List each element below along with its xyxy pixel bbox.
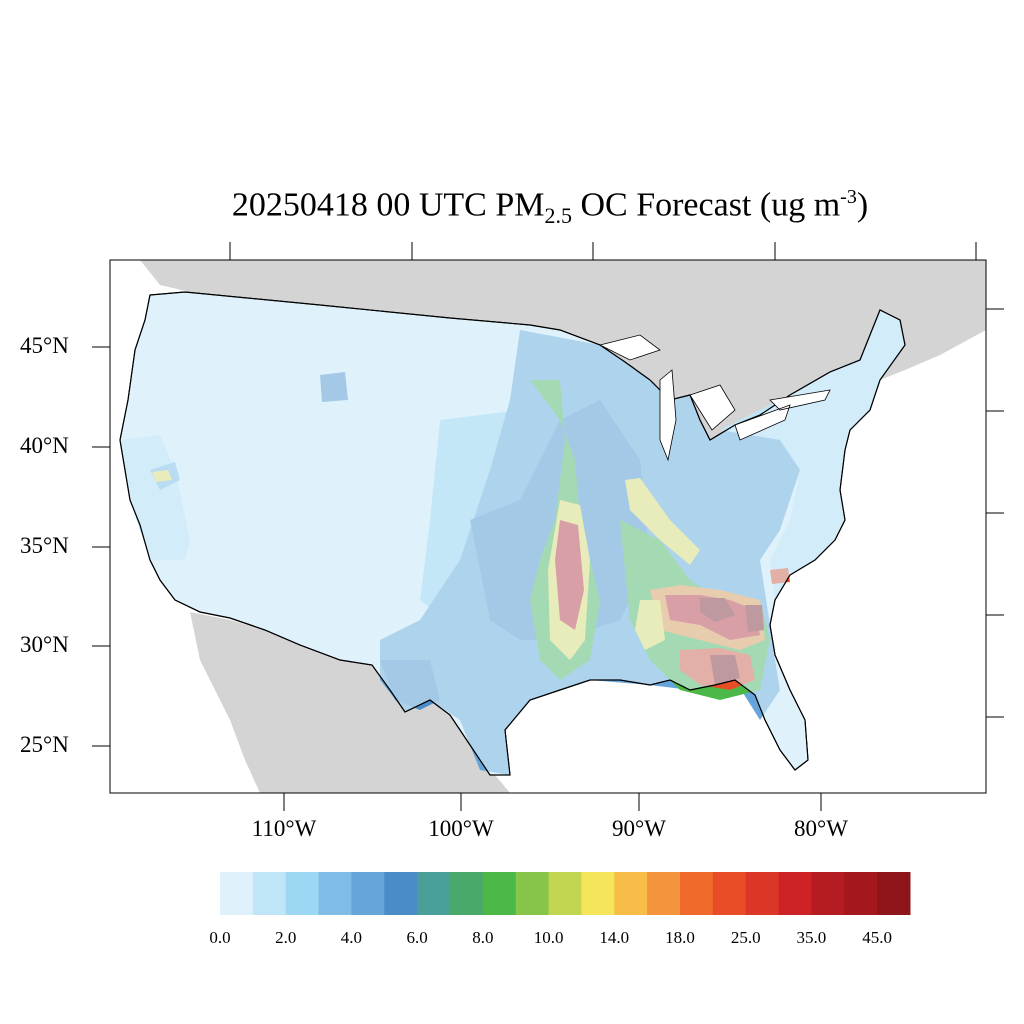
colorbar-swatch <box>285 872 320 915</box>
great-lakes <box>598 334 831 462</box>
colorbar-swatch <box>384 872 418 915</box>
lon-label-80w: 80°W <box>794 816 848 841</box>
colorbar-swatch <box>614 872 648 915</box>
canada-landmass <box>140 260 986 440</box>
colorbar-tick-label: 35.0 <box>796 928 827 947</box>
mexico-landmass <box>190 612 510 793</box>
us-outline <box>119 291 906 776</box>
colorbar-swatch <box>450 872 484 915</box>
colorbar-tick-label: 8.0 <box>472 928 494 947</box>
colorbar-swatch <box>811 872 845 915</box>
colorbar-swatch <box>712 872 747 915</box>
map-frame <box>109 259 987 794</box>
colorbar-swatch <box>778 872 812 915</box>
lat-label-40n: 40°N <box>20 433 69 458</box>
axis-ticks <box>92 242 1004 811</box>
lat-label-45n: 45°N <box>20 333 69 358</box>
colorbar-swatch <box>647 872 681 915</box>
colorbar-swatch <box>220 872 254 915</box>
lat-label-35n: 35°N <box>20 533 69 558</box>
colorbar-tick-label: 25.0 <box>730 928 761 947</box>
map-title: 20250418 00 UTC PM2.5 OC Forecast (ug m-… <box>231 186 869 229</box>
colorbar-tick-label: 18.0 <box>665 928 695 947</box>
colorbar-swatch <box>252 872 287 915</box>
lon-label-90w: 90°W <box>612 816 666 841</box>
colorbar-tick-label: 14.0 <box>599 928 630 947</box>
colorbar-swatch <box>482 872 517 915</box>
lon-label-110w: 110°W <box>251 816 317 841</box>
lat-label-25n: 25°N <box>20 732 69 757</box>
colorbar-tick-label: 0.0 <box>209 928 231 947</box>
colorbar-swatch <box>417 872 451 915</box>
colorbar <box>220 872 911 915</box>
colorbar-swatch <box>581 872 615 915</box>
lon-label-100w: 100°W <box>428 816 494 841</box>
lat-label-30n: 30°N <box>20 632 69 657</box>
colorbar-tick-label: 10.0 <box>533 928 564 947</box>
colorbar-swatch <box>745 872 780 915</box>
colorbar-tick-label: 2.0 <box>275 928 297 947</box>
colorbar-swatch <box>318 872 352 915</box>
colorbar-swatch <box>351 872 385 915</box>
colorbar-tick-label: 6.0 <box>406 928 428 947</box>
colorbar-swatch <box>877 872 911 915</box>
colorbar-tick-label: 4.0 <box>340 928 363 947</box>
colorbar-tick-label: 45.0 <box>862 928 892 947</box>
colorbar-swatch <box>844 872 878 915</box>
colorbar-swatch <box>548 872 582 915</box>
colorbar-swatch <box>680 872 714 915</box>
colorbar-swatch <box>515 872 550 915</box>
